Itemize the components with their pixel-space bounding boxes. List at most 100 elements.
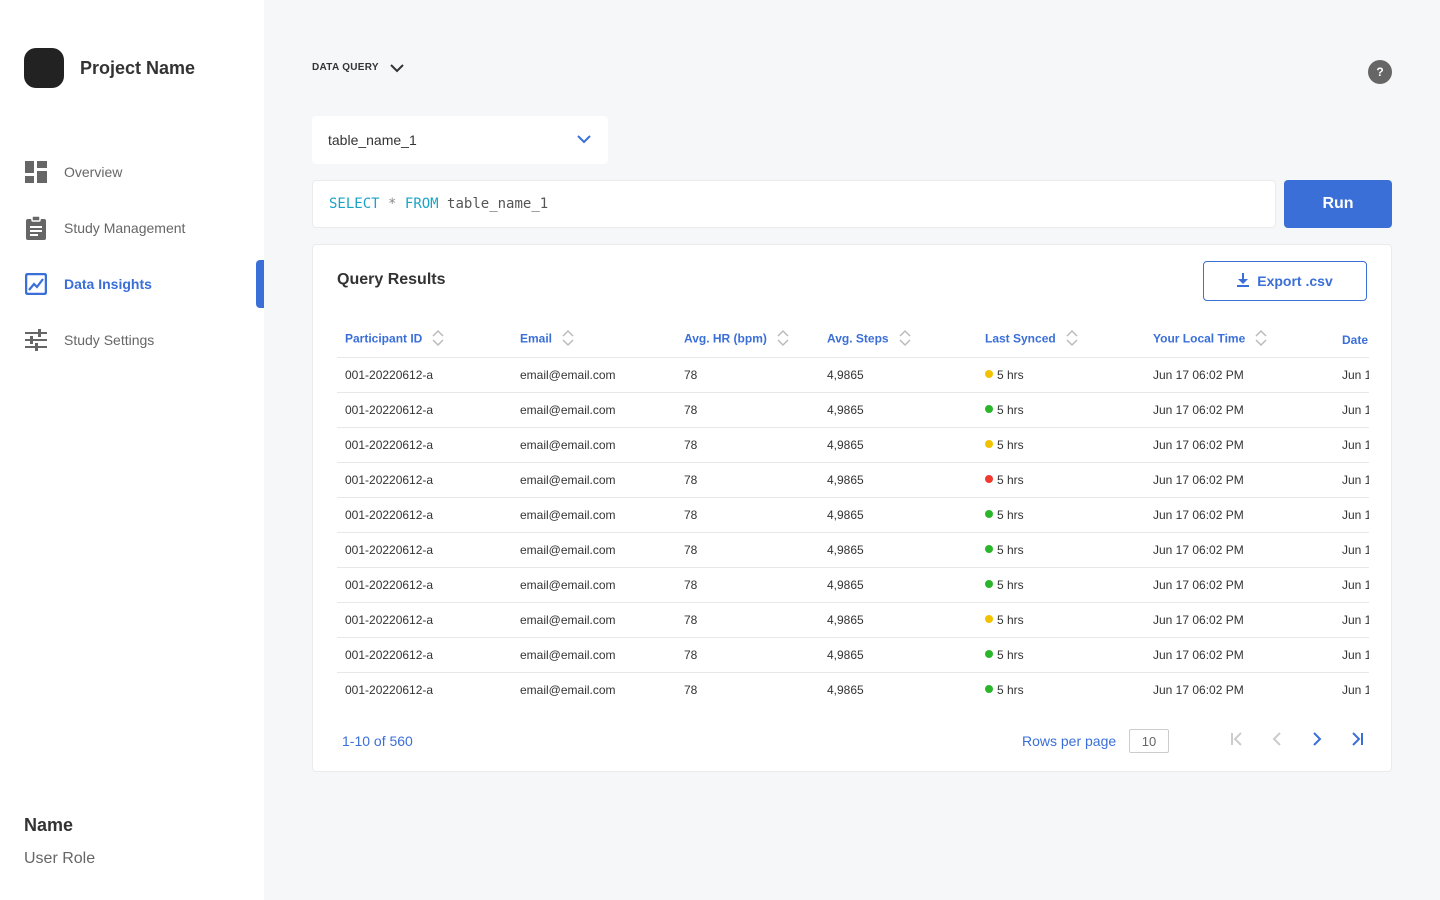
cell-avg-steps: 4,9865 [819, 427, 977, 463]
user-name: Name [24, 815, 74, 835]
cell-local-time-text: Jun 17 06:02 PM [1153, 402, 1244, 417]
brand[interactable]: Project Name [24, 48, 195, 88]
cell-participant-id-text: 001-20220612-a [345, 472, 434, 487]
status-dot-icon [985, 545, 993, 554]
table-row[interactable]: 001-20220612-a email@email.com 78 4,9865 5 h… [337, 672, 1369, 705]
sort-icon [899, 329, 911, 350]
sql-query-input[interactable]: SELECT * FROM table_name_1 [312, 180, 1276, 228]
cell-local-time: Jun 17 06:02 PM [1145, 497, 1334, 533]
run-button[interactable]: Run [1284, 180, 1392, 228]
first-page-button[interactable] [1225, 729, 1249, 753]
dashboard-icon [24, 160, 48, 184]
cell-date: Jun 17 [1334, 497, 1369, 533]
cell-date: Jun 17 [1334, 392, 1369, 428]
table-row[interactable]: 001-20220612-a email@email.com 78 4,9865 5 h… [337, 357, 1369, 393]
results-table-container[interactable]: Participant ID Email Avg. HR (bpm) Avg. … [337, 323, 1369, 705]
column-header-avg-steps[interactable]: Avg. Steps [819, 323, 977, 358]
cell-avg-hr: 78 [676, 357, 819, 393]
last-page-button[interactable] [1345, 729, 1369, 753]
column-header-email[interactable]: Email [512, 323, 676, 358]
sidebar-item-study-settings[interactable]: Study Settings [0, 316, 264, 364]
cell-email: email@email.com [512, 602, 676, 638]
sidebar-item-overview[interactable]: Overview [0, 148, 264, 196]
cell-date: Jun 17 [1334, 532, 1369, 568]
clipboard-icon [24, 216, 48, 240]
cell-avg-steps-text: 4,9865 [827, 612, 864, 627]
cell-date-text: Jun 17 [1342, 542, 1369, 557]
next-page-button[interactable] [1305, 729, 1329, 753]
column-header-participant-id[interactable]: Participant ID [337, 323, 512, 358]
sql-keyword: SELECT [329, 196, 380, 212]
status-dot-icon [985, 475, 993, 484]
cell-avg-hr-text: 78 [684, 577, 698, 592]
sort-icon [1255, 329, 1267, 350]
cell-avg-steps: 4,9865 [819, 602, 977, 638]
cell-email-text: email@email.com [520, 682, 616, 697]
sql-operator: * [388, 196, 397, 212]
column-header-local-time[interactable]: Your Local Time [1145, 323, 1334, 358]
rows-per-page-select[interactable]: 10 [1129, 729, 1169, 753]
cell-local-time: Jun 17 06:02 PM [1145, 392, 1334, 428]
table-row[interactable]: 001-20220612-a email@email.com 78 4,9865 5 h… [337, 637, 1369, 673]
cell-local-time: Jun 17 06:02 PM [1145, 532, 1334, 568]
user-profile[interactable]: Name User Role [24, 815, 95, 868]
cell-email: email@email.com [512, 532, 676, 568]
cell-date: Jun 17 [1334, 602, 1369, 638]
table-select[interactable]: table_name_1 [312, 116, 608, 164]
sidebar-nav: Overview Study Management Data Insights … [0, 148, 264, 372]
export-csv-button[interactable]: Export .csv [1203, 261, 1367, 301]
cell-date-text: Jun 17 [1342, 647, 1369, 662]
cell-avg-hr-text: 78 [684, 367, 698, 382]
sidebar-item-study-management[interactable]: Study Management [0, 204, 264, 252]
cell-last-synced: 5 hrs [977, 567, 1145, 603]
rows-per-page-label: Rows per page [1022, 733, 1117, 749]
cell-avg-hr: 78 [676, 567, 819, 603]
table-row[interactable]: 001-20220612-a email@email.com 78 4,9865 5 h… [337, 532, 1369, 568]
sidebar-item-label: Data Insights [64, 276, 152, 292]
table-row[interactable]: 001-20220612-a email@email.com 78 4,9865 5 h… [337, 567, 1369, 603]
column-header-avg-hr[interactable]: Avg. HR (bpm) [676, 323, 819, 358]
column-header-date[interactable]: Date [1334, 323, 1369, 358]
cell-last-synced: 5 hrs [977, 357, 1145, 393]
cell-last-synced: 5 hrs [977, 497, 1145, 533]
cell-email-text: email@email.com [520, 577, 616, 592]
column-header-last-synced[interactable]: Last Synced [977, 323, 1145, 358]
cell-avg-steps-text: 4,9865 [827, 647, 864, 662]
cell-avg-steps-text: 4,9865 [827, 542, 864, 557]
cell-last-synced-text: 5 hrs [997, 437, 1024, 452]
cell-avg-steps: 4,9865 [819, 462, 977, 498]
table-row[interactable]: 001-20220612-a email@email.com 78 4,9865 5 h… [337, 392, 1369, 428]
cell-email-text: email@email.com [520, 472, 616, 487]
cell-last-synced: 5 hrs [977, 392, 1145, 428]
cell-date-text: Jun 17 [1342, 367, 1369, 382]
cell-last-synced: 5 hrs [977, 427, 1145, 463]
cell-participant-id-text: 001-20220612-a [345, 647, 434, 662]
chart-icon [24, 272, 48, 296]
cell-local-time-text: Jun 17 06:02 PM [1153, 612, 1244, 627]
table-row[interactable]: 001-20220612-a email@email.com 78 4,9865 5 h… [337, 462, 1369, 498]
table-row[interactable]: 001-20220612-a email@email.com 78 4,9865 5 h… [337, 602, 1369, 638]
sliders-icon [24, 328, 48, 352]
cell-last-synced: 5 hrs [977, 602, 1145, 638]
help-icon[interactable]: ? [1368, 60, 1392, 84]
cell-email: email@email.com [512, 637, 676, 673]
results-table: Participant ID Email Avg. HR (bpm) Avg. … [337, 323, 1369, 705]
cell-date: Jun 17 [1334, 567, 1369, 603]
sidebar-item-data-insights[interactable]: Data Insights [0, 260, 264, 308]
table-row[interactable]: 001-20220612-a email@email.com 78 4,9865 5 h… [337, 497, 1369, 533]
sidebar-item-label: Study Settings [64, 332, 155, 348]
chevron-down-icon [576, 131, 592, 149]
cell-local-time: Jun 17 06:02 PM [1145, 637, 1334, 673]
cell-participant-id-text: 001-20220612-a [345, 682, 434, 697]
table-row[interactable]: 001-20220612-a email@email.com 78 4,9865 5 h… [337, 427, 1369, 463]
cell-local-time: Jun 17 06:02 PM [1145, 357, 1334, 393]
cell-avg-hr: 78 [676, 602, 819, 638]
status-dot-icon [985, 405, 993, 414]
cell-date-text: Jun 17 [1342, 682, 1369, 697]
previous-page-button[interactable] [1265, 729, 1289, 753]
cell-date-text: Jun 17 [1342, 612, 1369, 627]
results-title: Query Results [337, 271, 446, 288]
page-title-dropdown[interactable]: DATA QUERY [312, 62, 405, 73]
user-role: User Role [24, 850, 96, 867]
cell-date-text: Jun 17 [1342, 507, 1369, 522]
